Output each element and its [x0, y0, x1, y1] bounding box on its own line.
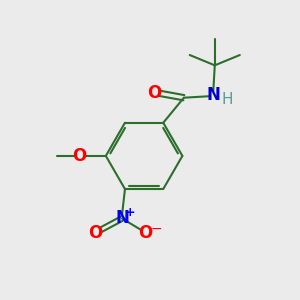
- Text: −: −: [151, 222, 162, 236]
- Text: O: O: [72, 147, 86, 165]
- Text: +: +: [125, 206, 136, 218]
- Text: O: O: [88, 224, 103, 242]
- Text: O: O: [147, 84, 161, 102]
- Text: N: N: [206, 86, 220, 104]
- Text: H: H: [221, 92, 233, 107]
- Text: O: O: [139, 224, 153, 242]
- Text: N: N: [115, 209, 129, 227]
